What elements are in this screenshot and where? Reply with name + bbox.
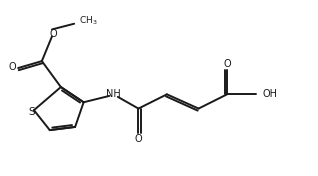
Text: CH$_3$: CH$_3$ (79, 14, 98, 27)
Text: OH: OH (263, 89, 278, 99)
Text: NH: NH (106, 89, 121, 99)
Text: O: O (223, 59, 231, 69)
Text: S: S (28, 107, 35, 117)
Text: O: O (50, 29, 57, 39)
Text: O: O (9, 62, 16, 72)
Text: O: O (135, 134, 142, 144)
